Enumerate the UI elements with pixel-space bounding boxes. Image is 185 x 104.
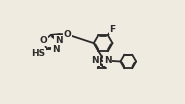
Text: HS: HS: [31, 49, 45, 58]
Text: N: N: [52, 45, 59, 54]
Text: N: N: [55, 36, 62, 45]
Text: O: O: [40, 36, 48, 45]
Text: N: N: [91, 56, 99, 65]
Text: O: O: [63, 30, 71, 39]
Text: F: F: [109, 25, 115, 33]
Text: N: N: [104, 56, 112, 65]
